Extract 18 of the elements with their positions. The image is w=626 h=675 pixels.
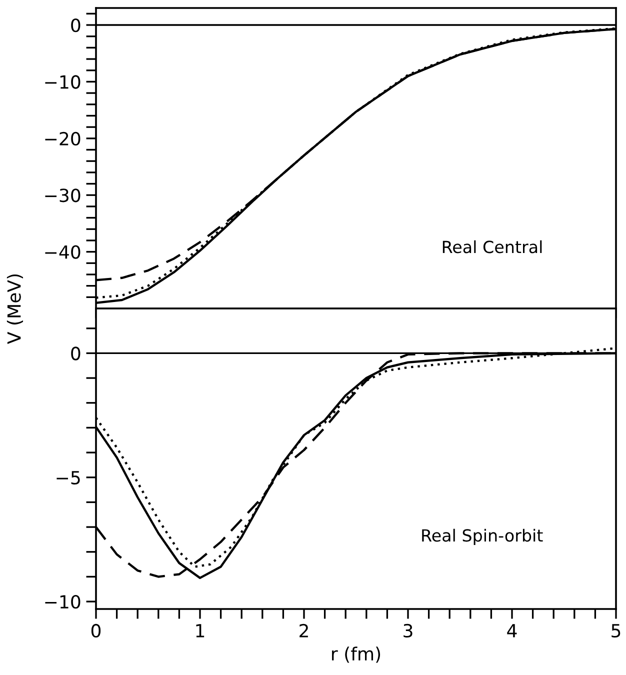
- x-tick-label: 2: [300, 624, 308, 638]
- x-tick-label: 4: [507, 624, 517, 638]
- x-tick-label: 0: [91, 624, 101, 638]
- y-tick-label: 0: [71, 346, 80, 360]
- annotation: Real Spin-orbit: [422, 528, 543, 545]
- y-axis-title: V (MeV): [6, 274, 24, 344]
- y-tick-label: 0: [71, 18, 80, 32]
- y-tick-label: −5: [56, 471, 80, 484]
- y-tick-label: −30: [45, 188, 80, 202]
- annotation: Real Central: [442, 240, 542, 254]
- y-tick-label: −10: [45, 75, 80, 89]
- x-tick-label: 3: [404, 624, 412, 638]
- x-axis-title: r (fm): [332, 646, 380, 663]
- y-tick-label: −20: [45, 132, 80, 146]
- y-tick-label: −10: [45, 595, 80, 609]
- x-tick-label: 1: [196, 624, 204, 638]
- y-tick-label: −40: [45, 245, 80, 259]
- x-tick-label: 5: [612, 624, 620, 638]
